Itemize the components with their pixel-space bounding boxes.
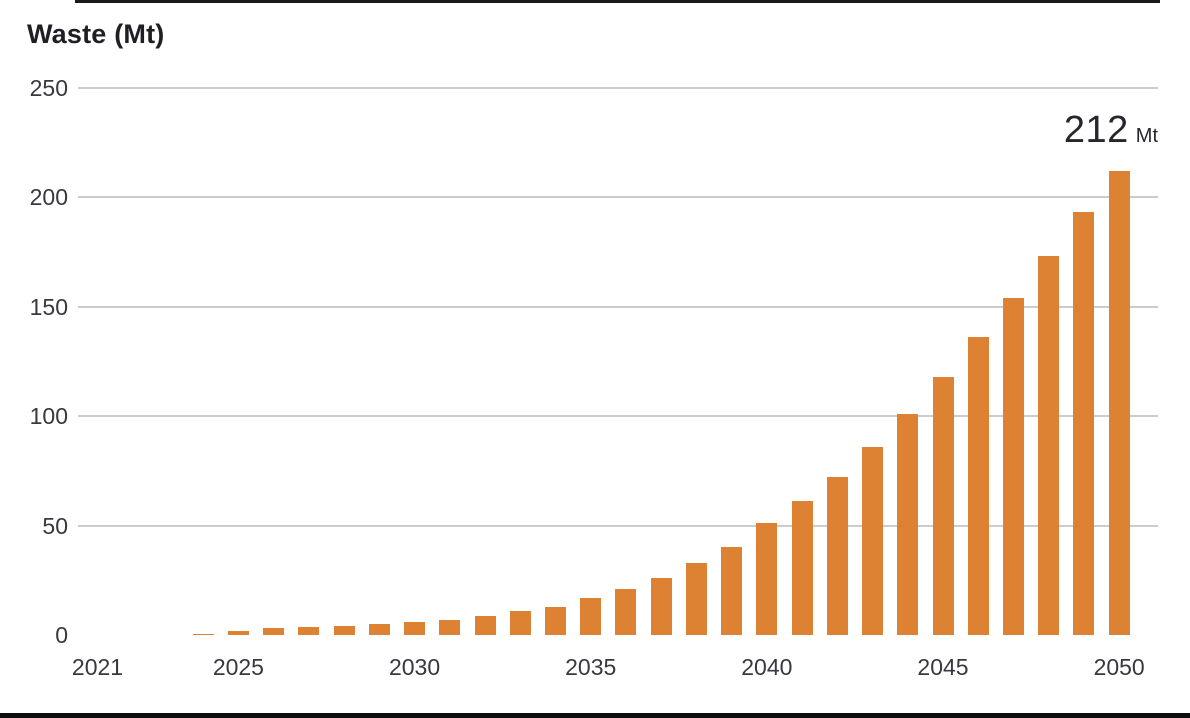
bar-2029	[368, 624, 390, 635]
x-tick-label-2050: 2050	[1093, 654, 1145, 680]
bar-2036	[615, 589, 637, 635]
bar-2038	[685, 563, 707, 635]
peak-value-number: 212	[1063, 109, 1129, 151]
y-tick-label-0: 0	[55, 622, 68, 648]
bar-2025	[227, 631, 249, 635]
y-tick-label-50: 50	[42, 512, 68, 539]
x-tick-label-2045: 2045	[917, 654, 969, 680]
bar-2030	[404, 622, 426, 635]
bar-2043	[862, 447, 884, 635]
gridline-100	[78, 415, 1158, 417]
bar-2039	[721, 547, 743, 635]
bottom-border-rule	[0, 713, 1190, 718]
bar-2032	[474, 616, 496, 635]
bar-2048	[1038, 256, 1060, 635]
bar-2024	[192, 634, 214, 635]
x-axis-line	[75, 0, 1160, 3]
y-tick-label-100: 100	[29, 403, 68, 429]
bar-2046	[967, 337, 989, 635]
x-tick-label-2021: 2021	[71, 654, 124, 680]
bar-2045	[932, 377, 954, 635]
y-tick-label-200: 200	[29, 184, 68, 210]
bar-2040	[756, 523, 778, 635]
bar-2041	[791, 501, 813, 635]
bar-2037	[650, 578, 672, 635]
bar-2044	[897, 414, 919, 635]
x-tick-label-2030: 2030	[388, 654, 441, 680]
bar-2028	[333, 626, 355, 635]
bar-2027	[298, 627, 320, 635]
peak-value-unit: Mt	[1135, 125, 1158, 147]
bar-2026	[263, 628, 285, 635]
peak-value-annotation: 212 Mt	[1040, 109, 1158, 152]
gridline-150	[78, 305, 1158, 308]
bar-2042	[826, 477, 848, 635]
bar-2031	[439, 620, 461, 635]
gridline-200	[78, 196, 1158, 198]
bar-2033	[509, 611, 531, 635]
bar-2034	[544, 607, 566, 635]
gridline-250	[78, 86, 1158, 89]
y-tick-label-250: 250	[29, 74, 68, 101]
bar-2047	[1002, 298, 1024, 635]
y-tick-label-150: 150	[29, 293, 68, 320]
gridline-50	[78, 524, 1158, 527]
chart-title: Waste (Mt)	[27, 19, 165, 49]
bar-2035	[580, 598, 602, 635]
x-tick-label-2040: 2040	[741, 654, 793, 680]
x-tick-label-2035: 2035	[565, 654, 617, 680]
x-tick-label-2025: 2025	[212, 654, 264, 680]
bar-2050	[1108, 171, 1130, 635]
bar-2049	[1073, 212, 1095, 635]
